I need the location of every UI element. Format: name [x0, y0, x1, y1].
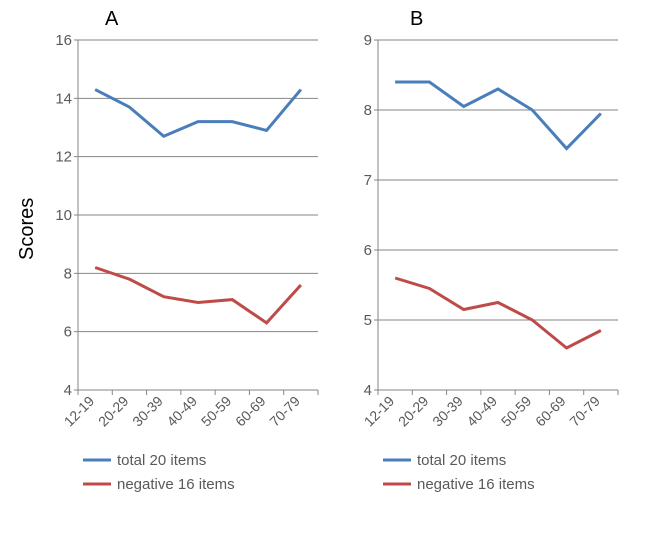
svg-text:50-59: 50-59	[498, 393, 535, 430]
total-line	[95, 90, 301, 137]
figure: Scores A 4681012141612-1920-2930-3940-49…	[0, 0, 658, 535]
svg-text:10: 10	[55, 207, 72, 224]
svg-text:14: 14	[55, 90, 72, 107]
svg-text:7: 7	[364, 172, 372, 189]
svg-text:40-49: 40-49	[163, 393, 200, 430]
svg-text:4: 4	[364, 382, 372, 399]
svg-text:8: 8	[364, 102, 372, 119]
svg-text:8: 8	[64, 265, 72, 282]
panel-b-chart: 45678912-1920-2930-3940-4950-5960-6970-7…	[340, 30, 630, 530]
svg-text:6: 6	[64, 324, 72, 341]
svg-text:20-29: 20-29	[95, 393, 132, 430]
svg-text:20-29: 20-29	[395, 393, 432, 430]
legend-negative-label: negative 16 items	[117, 476, 235, 493]
total-line	[395, 82, 601, 149]
panel-a-letter: A	[105, 8, 118, 31]
svg-text:9: 9	[364, 32, 372, 49]
legend-total-label: total 20 items	[417, 452, 506, 469]
svg-text:70-79: 70-79	[566, 393, 603, 430]
svg-text:30-39: 30-39	[129, 393, 166, 430]
svg-text:60-69: 60-69	[232, 393, 269, 430]
legend-total-label: total 20 items	[117, 452, 206, 469]
svg-text:4: 4	[64, 382, 72, 399]
svg-text:70-79: 70-79	[266, 393, 303, 430]
negative-line	[395, 278, 601, 348]
svg-text:5: 5	[364, 312, 372, 329]
svg-text:40-49: 40-49	[463, 393, 500, 430]
svg-text:30-39: 30-39	[429, 393, 466, 430]
svg-text:16: 16	[55, 32, 72, 49]
svg-text:60-69: 60-69	[532, 393, 569, 430]
svg-text:50-59: 50-59	[198, 393, 235, 430]
svg-text:12: 12	[55, 149, 72, 166]
panel-b-letter: B	[410, 8, 423, 31]
svg-text:6: 6	[364, 242, 372, 259]
negative-line	[95, 268, 301, 323]
y-axis-label: Scores	[16, 198, 39, 260]
panel-a-chart: 4681012141612-1920-2930-3940-4950-5960-6…	[40, 30, 330, 530]
legend-negative-label: negative 16 items	[417, 476, 535, 493]
